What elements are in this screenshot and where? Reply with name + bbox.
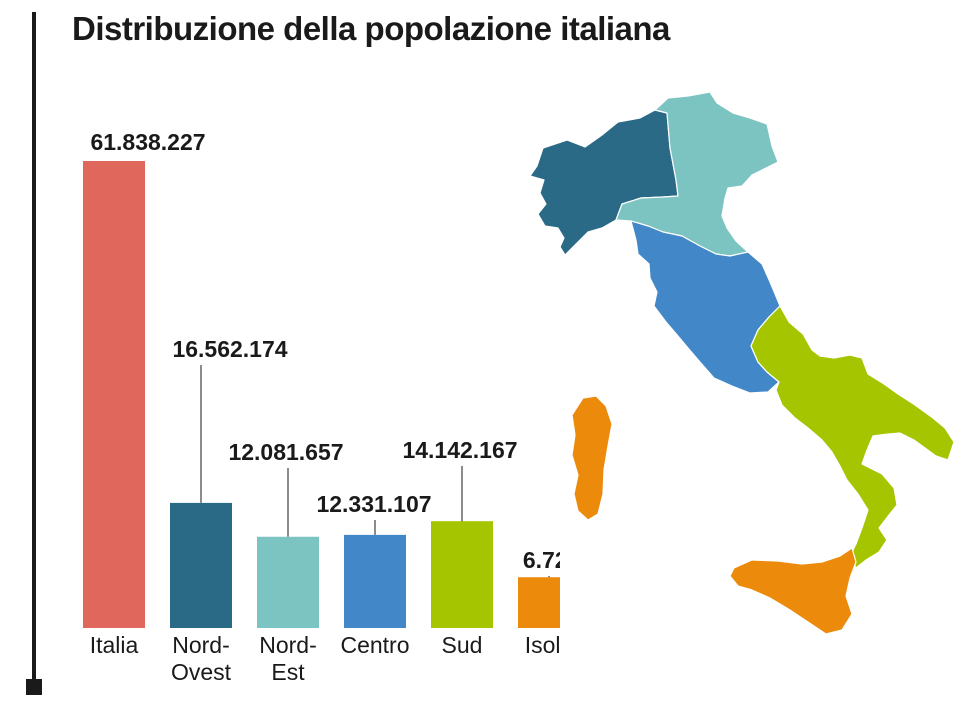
- sicilia-shape: [729, 547, 857, 635]
- category-label-centro: Centro: [340, 632, 409, 658]
- bar-nord-est: [257, 536, 319, 628]
- bar-nord-ovest: [170, 502, 232, 628]
- map-region-nord-ovest: [529, 109, 679, 256]
- bar-chart: 61.838.227Italia16.562.174Nord-Ovest12.0…: [83, 129, 560, 685]
- value-label-centro: 12.331.107: [316, 491, 431, 517]
- category-label-nord-ovest-line-2: Ovest: [171, 659, 232, 685]
- map-region-isole: [571, 395, 857, 635]
- nord-est-shape: [615, 91, 779, 257]
- accent-rule-foot: [26, 679, 42, 695]
- category-label-sud: Sud: [442, 632, 483, 658]
- value-label-nord-ovest: 16.562.174: [172, 336, 287, 362]
- category-label-nord-est-line-2: Est: [271, 659, 305, 685]
- map-region-sud: [750, 305, 955, 569]
- chart-title: Distribuzione della popolazione italiana: [72, 10, 670, 47]
- category-label-italia: Italia: [90, 632, 139, 658]
- accent-rule: [32, 12, 36, 680]
- value-label-italia: 61.838.227: [90, 129, 205, 155]
- bar-isole: [518, 577, 560, 628]
- category-label-nord-est-line-1: Nord-: [259, 632, 317, 658]
- value-label-isole: 6.721.122: [523, 547, 560, 573]
- value-label-sud: 14.142.167: [402, 437, 517, 463]
- sud-shape: [750, 305, 955, 569]
- category-label-nord-ovest-line-1: Nord-: [172, 632, 230, 658]
- bar-italia: [83, 161, 145, 628]
- bar-sud: [431, 521, 493, 628]
- value-label-nord-est: 12.081.657: [228, 439, 343, 465]
- sardegna-shape: [571, 395, 613, 521]
- category-label-isole: Isole: [525, 632, 560, 658]
- map-region-nord-est: [615, 91, 779, 257]
- nord-ovest-shape: [529, 109, 679, 256]
- bar-centro: [344, 534, 406, 628]
